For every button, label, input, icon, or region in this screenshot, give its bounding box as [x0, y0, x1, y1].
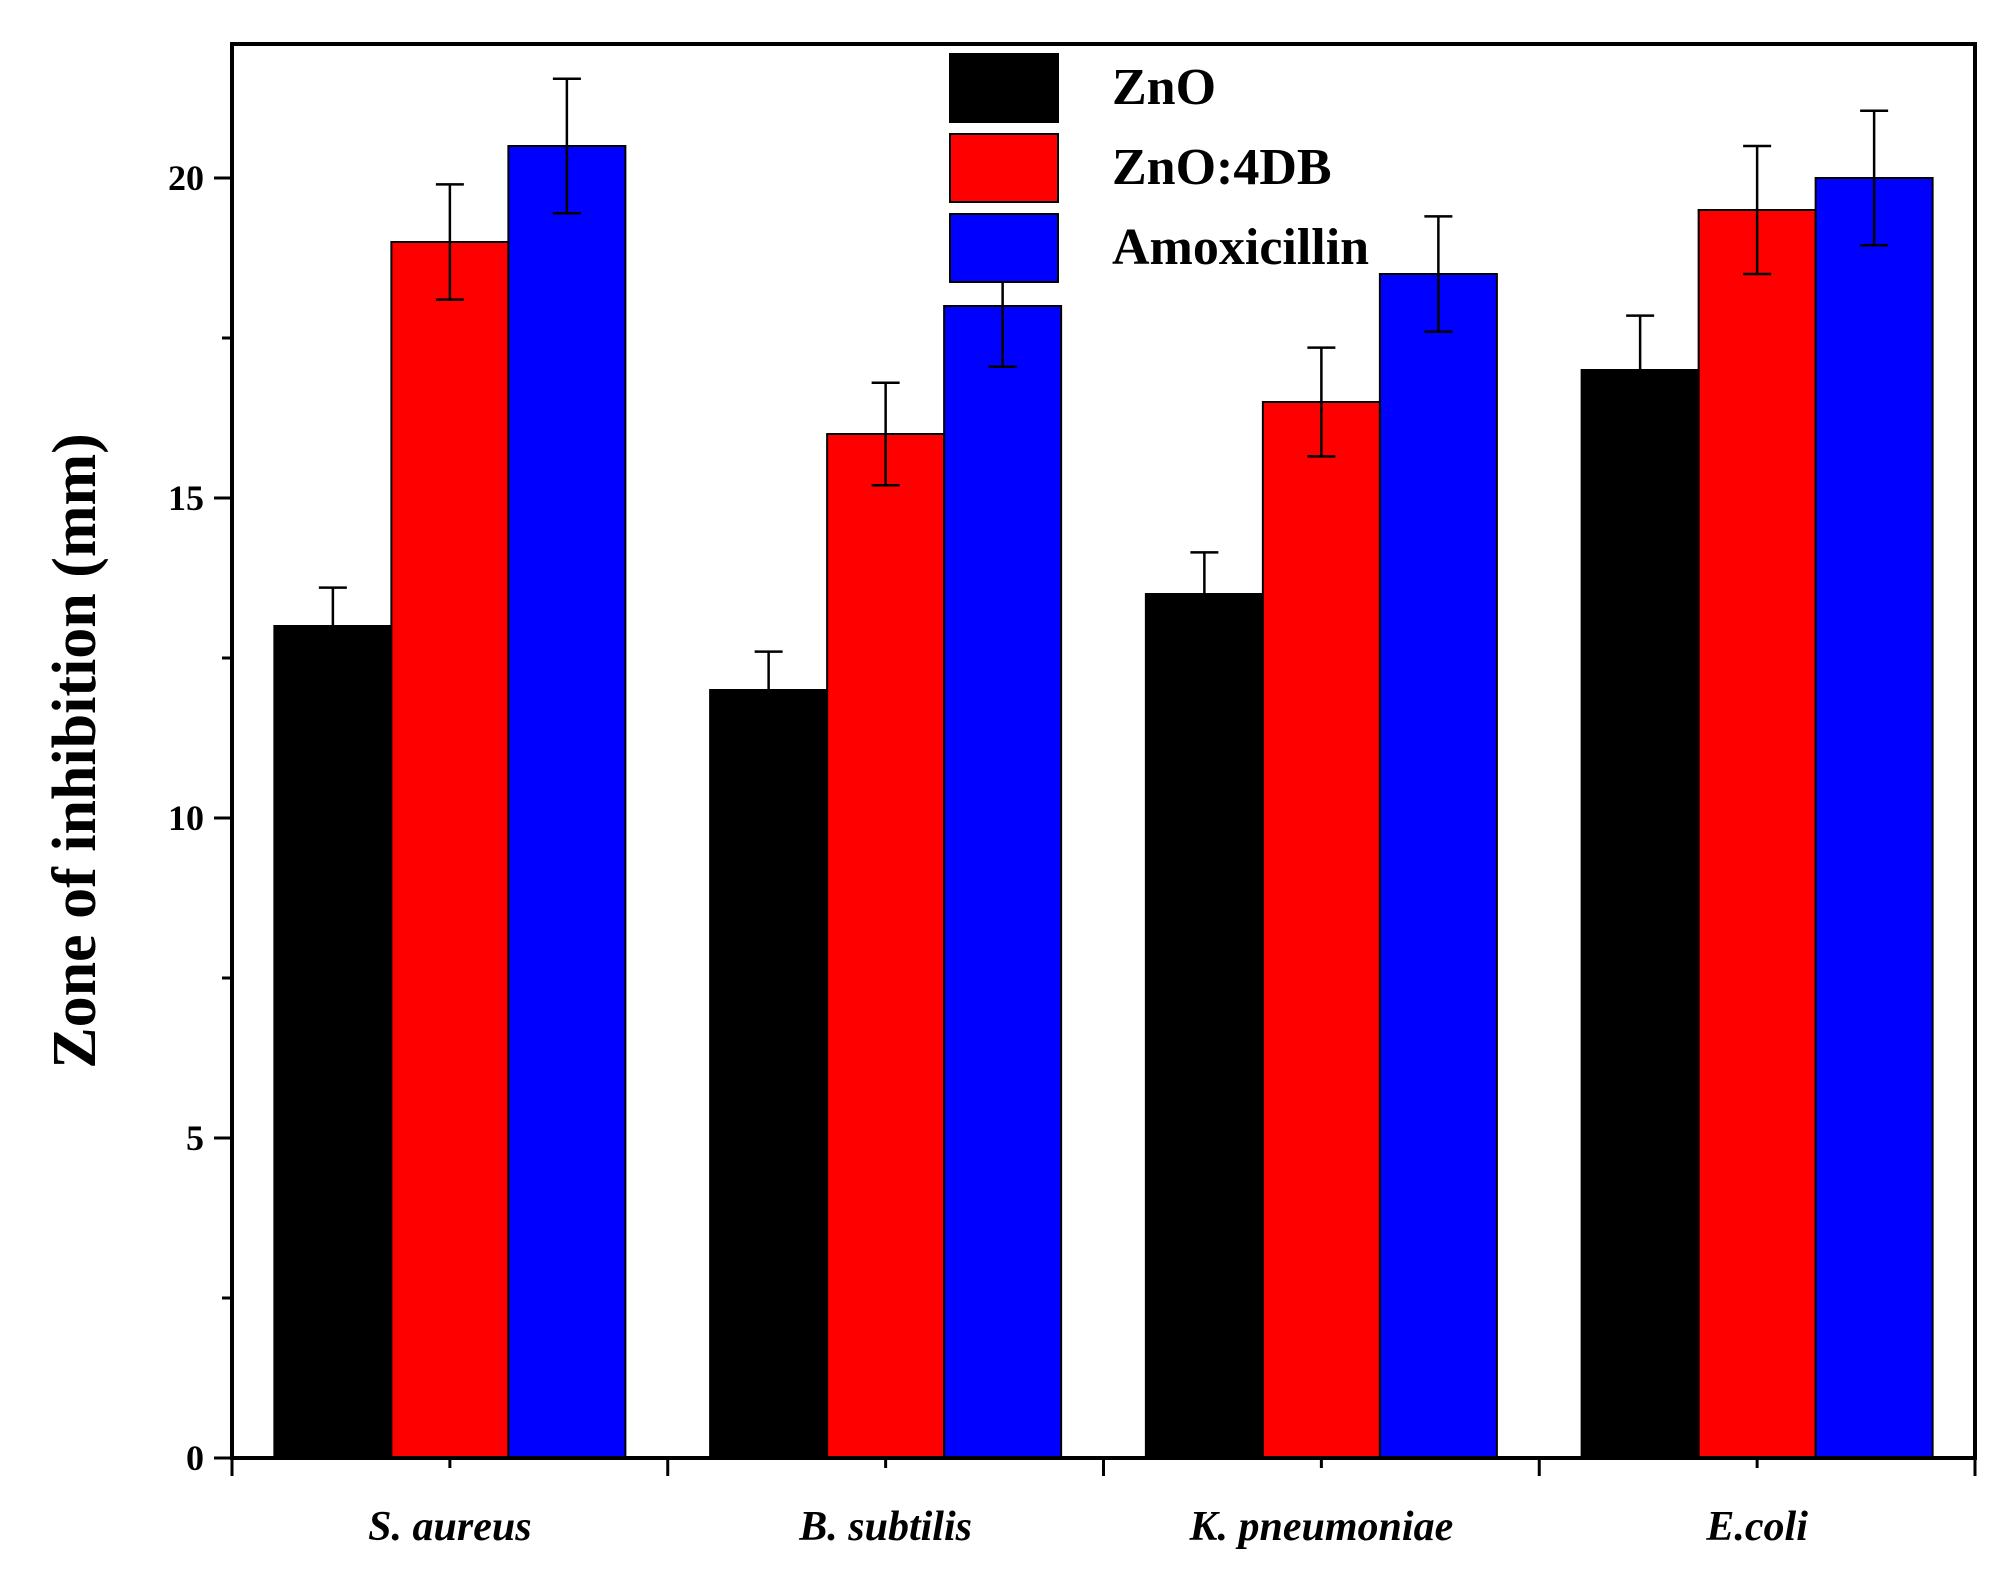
error-bar-zno-e-coli — [1626, 314, 1655, 426]
bar-zno-b-subtilis — [709, 689, 829, 1459]
error-bar-zno-b-subtilis — [754, 650, 783, 730]
legend-item-zno-4db: ZnO:4DB — [949, 133, 1332, 203]
error-bar-zno-s-aureus — [318, 586, 347, 666]
x-tick-label-s-aureus: S. aureus — [368, 1504, 531, 1550]
axis-layer: S. aureus B. subtilis K. pneumoniae E.coli 0… — [168, 158, 1977, 1550]
legend-swatch-zno-4db — [949, 133, 1059, 203]
bar-amoxicillin-b-subtilis — [943, 305, 1063, 1459]
y-axis-title: Zone of inhibition (mm) — [41, 433, 109, 1069]
legend-label-zno-4db: ZnO:4DB — [1112, 139, 1332, 196]
error-bar-amoxicillin-e-coli — [1860, 109, 1889, 247]
error-bar-amoxicillin-s-aureus — [552, 77, 581, 215]
x-tick-label-e-coli: E.coli — [1705, 1504, 1808, 1550]
legend-label-zno: ZnO — [1112, 59, 1216, 116]
legend-item-zno: ZnO — [949, 53, 1216, 123]
bar-zno-4db-s-aureus — [390, 241, 510, 1459]
y-tick-label-20: 20 — [168, 158, 204, 198]
error-bar-zno-4db-s-aureus — [435, 183, 464, 301]
x-tick-label-k-pneumoniae: K. pneumoniae — [1189, 1504, 1454, 1550]
x-tick-label-b-subtilis: B. subtilis — [798, 1504, 972, 1550]
y-tick-label-15: 15 — [168, 478, 204, 518]
error-bar-zno-4db-k-pneumoniae — [1307, 346, 1336, 458]
bar-amoxicillin-k-pneumoniae — [1378, 273, 1498, 1459]
bar-zno-4db-k-pneumoniae — [1261, 401, 1381, 1459]
bar-zno-4db-e-coli — [1697, 209, 1817, 1459]
error-bar-amoxicillin-k-pneumoniae — [1424, 215, 1453, 333]
legend-item-amoxicillin: Amoxicillin — [949, 213, 1369, 283]
error-bar-zno-4db-b-subtilis — [871, 381, 900, 487]
legend-swatch-amoxicillin — [949, 213, 1059, 283]
error-bars-layer — [318, 77, 1889, 730]
bar-zno-s-aureus — [273, 625, 393, 1459]
bar-zno-e-coli — [1580, 369, 1700, 1459]
bar-amoxicillin-e-coli — [1814, 177, 1934, 1459]
y-tick-label-0: 0 — [186, 1438, 204, 1478]
legend-swatch-zno — [949, 53, 1059, 123]
bar-zno-4db-b-subtilis — [826, 433, 946, 1459]
legend: ZnO ZnO:4DB Amoxicillin — [949, 53, 1369, 283]
bars-layer — [273, 145, 1934, 1459]
error-bar-zno-k-pneumoniae — [1190, 551, 1219, 637]
y-tick-label-5: 5 — [186, 1118, 204, 1158]
y-tick-label-10: 10 — [168, 798, 204, 838]
bar-zno-k-pneumoniae — [1144, 593, 1264, 1459]
bar-amoxicillin-s-aureus — [507, 145, 627, 1459]
legend-label-amoxicillin: Amoxicillin — [1112, 219, 1369, 276]
error-bar-zno-4db-e-coli — [1743, 144, 1772, 276]
